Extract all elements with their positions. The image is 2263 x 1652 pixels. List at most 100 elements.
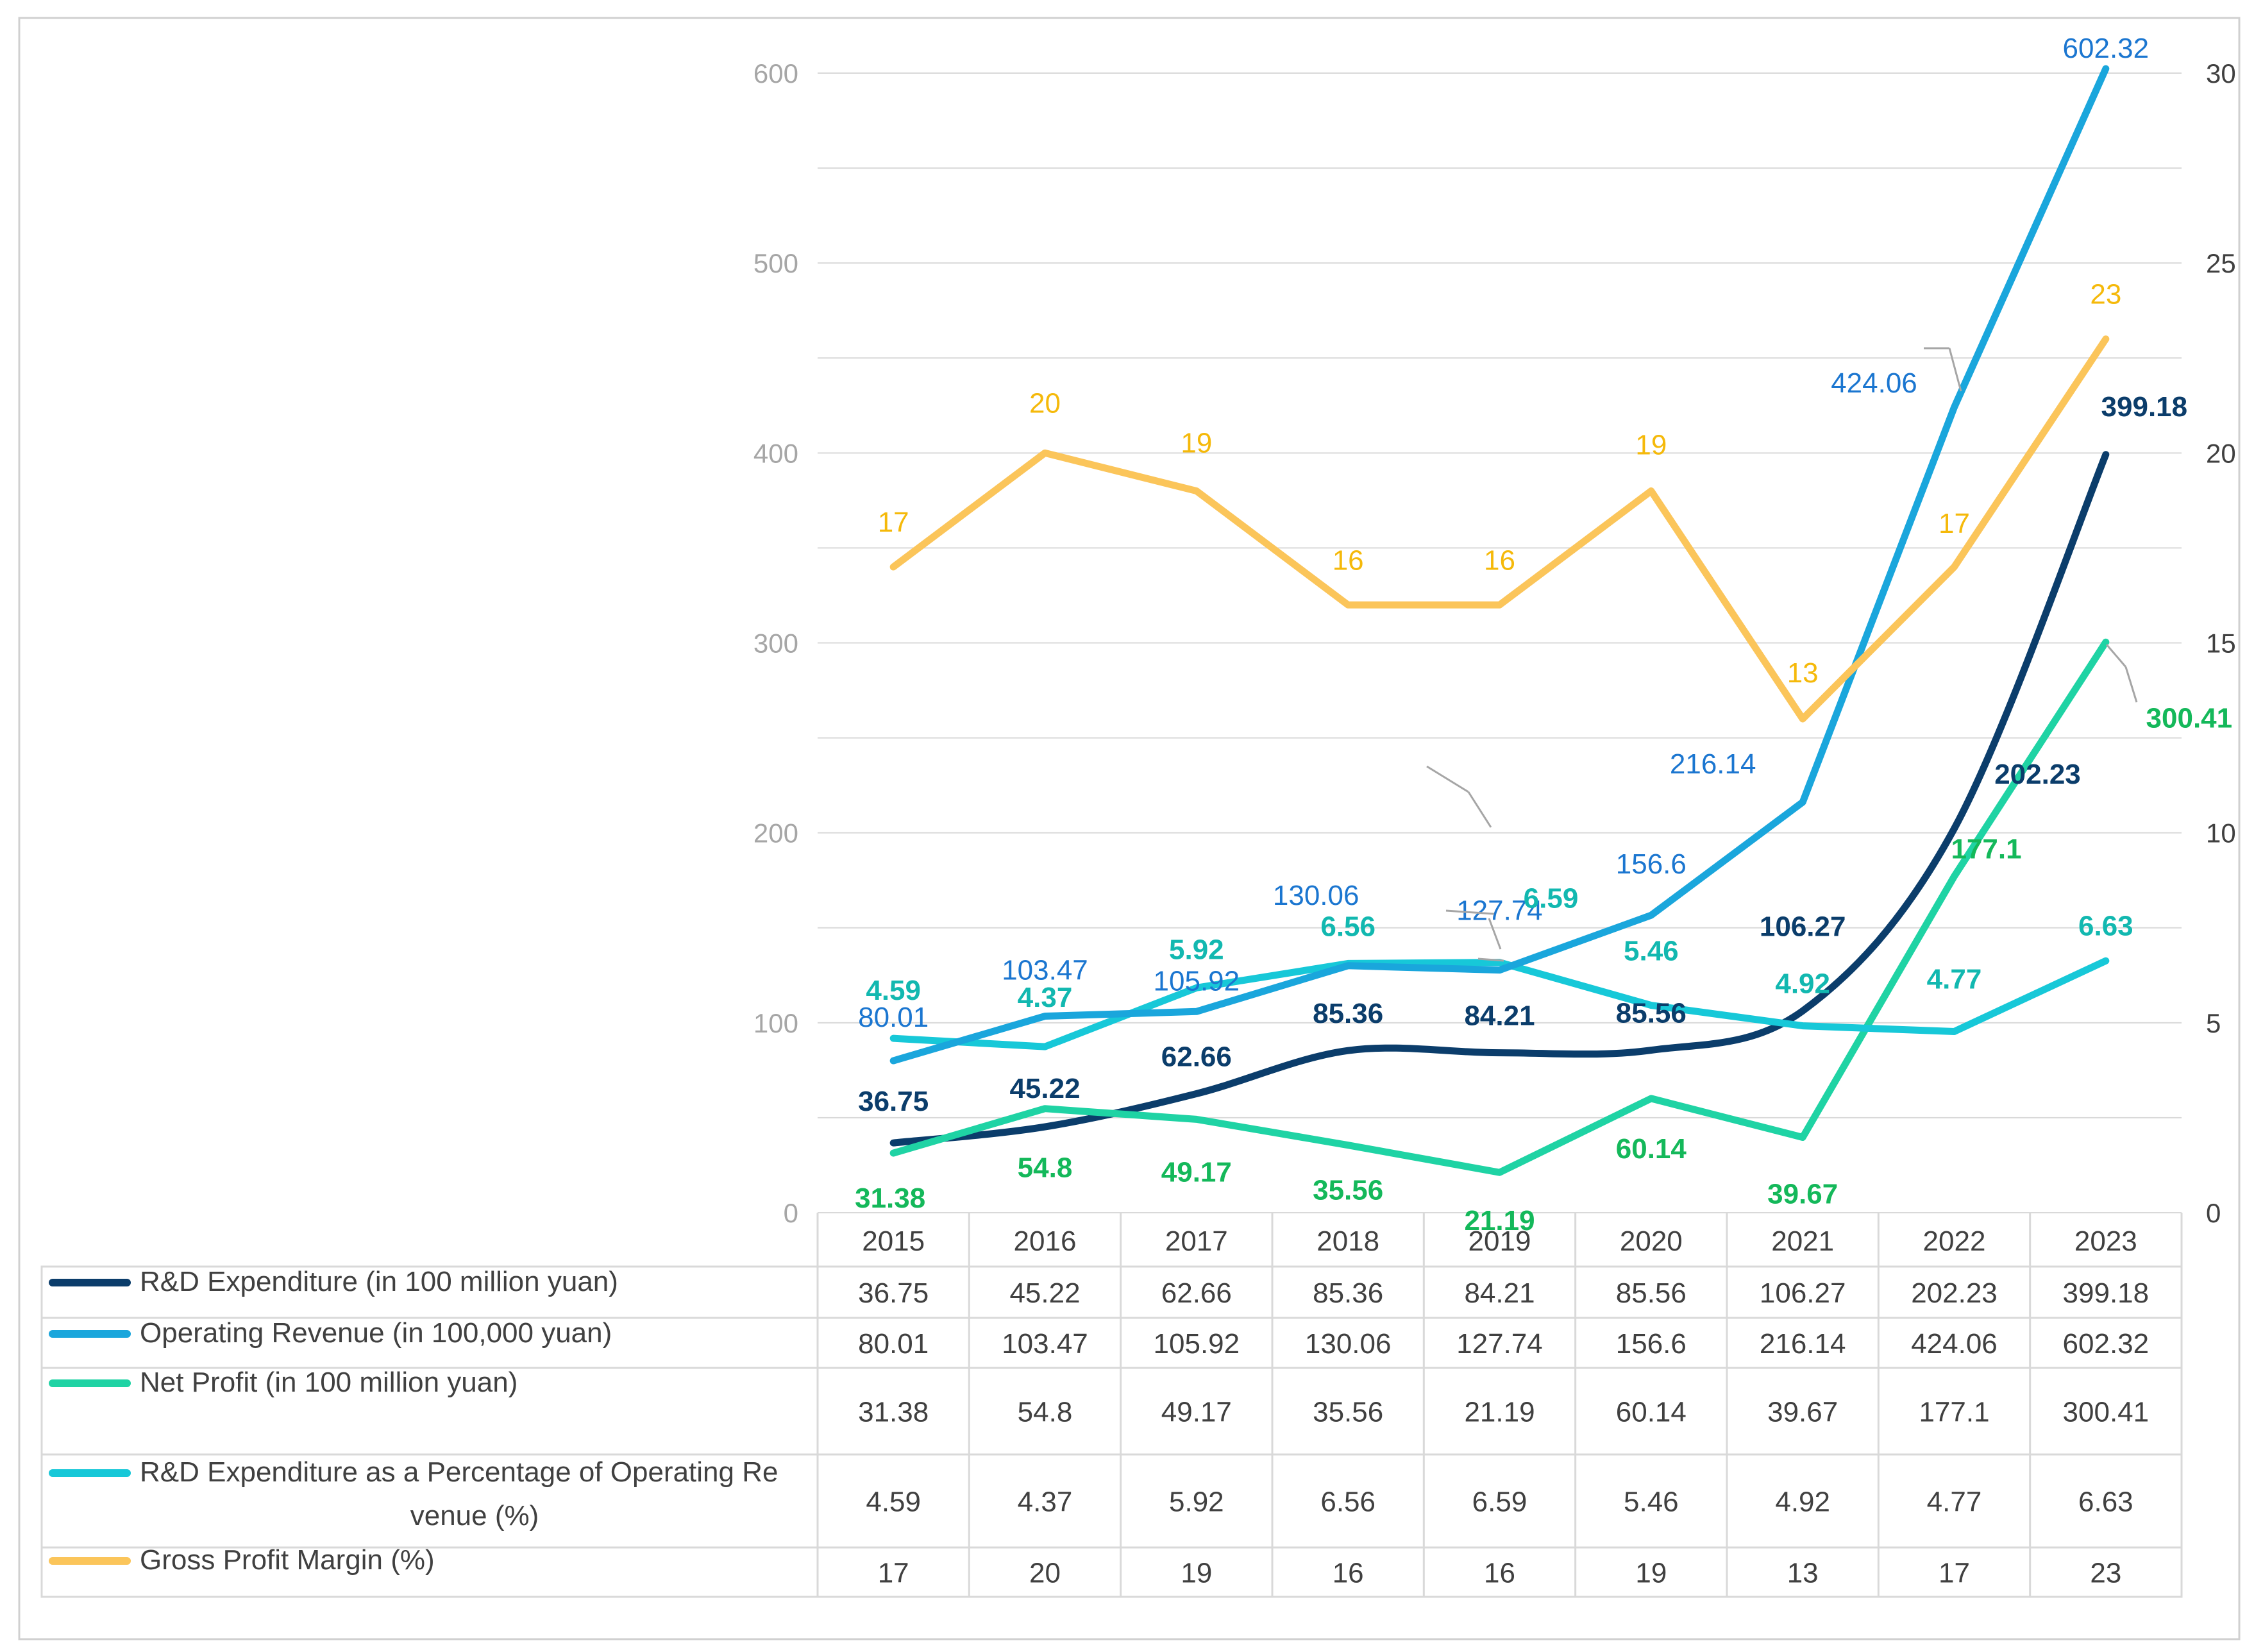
table-cell-value: 85.56 <box>1616 1277 1687 1309</box>
data-label-0: 62.66 <box>1161 1041 1232 1072</box>
data-label-0: 106.27 <box>1760 911 1846 942</box>
leader-line <box>1467 791 1492 828</box>
table-cell-value: 399.18 <box>2063 1277 2149 1309</box>
y-right-tick-label: 5 <box>2206 1008 2221 1038</box>
data-label-0: 85.36 <box>1313 998 1383 1029</box>
series-line-1 <box>889 65 2110 1065</box>
data-label-0: 45.22 <box>1009 1073 1080 1104</box>
legend-name: Operating Revenue (in 100,000 yuan) <box>140 1317 612 1349</box>
data-label-2: 49.17 <box>1161 1156 1232 1188</box>
data-label-3: 6.63 <box>2078 910 2133 941</box>
x-category-label: 2022 <box>1923 1226 1986 1257</box>
data-label-2: 21.19 <box>1464 1205 1535 1236</box>
table-cell-value: 54.8 <box>1018 1397 1073 1428</box>
table-cell-value: 16 <box>1333 1558 1364 1589</box>
table-cell-value: 17 <box>1939 1558 1970 1589</box>
table-cell-value: 602.32 <box>2063 1328 2149 1360</box>
data-label-3: 4.59 <box>866 975 921 1006</box>
table-cell-value: 36.75 <box>858 1277 929 1309</box>
table-cell-value: 6.59 <box>1472 1487 1527 1518</box>
data-label-2: 54.8 <box>1018 1152 1073 1184</box>
data-label-2: 39.67 <box>1767 1179 1838 1210</box>
table-cell-value: 62.66 <box>1161 1277 1232 1309</box>
table-cell-value: 49.17 <box>1161 1397 1232 1428</box>
y-left-tick-label: 500 <box>753 248 798 278</box>
table-cell-value: 23 <box>2090 1558 2121 1589</box>
data-label-3: 6.56 <box>1320 911 1375 942</box>
data-label-4: 13 <box>1787 657 1819 689</box>
data-label-1: 424.06 <box>1831 367 1917 399</box>
y-right-tick-label: 0 <box>2206 1198 2221 1228</box>
table-cell-value: 156.6 <box>1616 1328 1687 1360</box>
y-left-tick-label: 300 <box>753 628 798 659</box>
table-cell-value: 19 <box>1635 1558 1667 1589</box>
table-cell-value: 4.59 <box>866 1487 921 1518</box>
table-cell-value: 31.38 <box>858 1397 929 1428</box>
data-label-3: 4.77 <box>1927 963 1982 995</box>
data-labels: 36.75 45.22 62.66 85.36 84.21 85.56 106.27 202.… <box>855 33 2232 1236</box>
table-cell-value: 45.22 <box>1009 1277 1080 1309</box>
data-label-1: 130.06 <box>1273 880 1359 911</box>
leader-line <box>1445 909 1495 915</box>
table-cell-value: 106.27 <box>1760 1277 1846 1309</box>
x-category-label: 2015 <box>862 1226 925 1257</box>
data-label-2: 177.1 <box>1951 833 2021 864</box>
table-cell-value: 103.47 <box>1002 1328 1088 1360</box>
table-cell-value: 4.37 <box>1018 1487 1073 1518</box>
table-cell-value: 105.92 <box>1154 1328 1240 1360</box>
data-label-4: 16 <box>1484 544 1515 576</box>
chart-frame <box>18 17 2241 1640</box>
leader-line <box>1426 765 1469 793</box>
table-cell-value: 130.06 <box>1305 1328 1392 1360</box>
series-line-4 <box>889 335 2110 723</box>
x-category-label: 2020 <box>1620 1226 1683 1257</box>
table-cell-value: 35.56 <box>1313 1397 1383 1428</box>
x-category-label: 2021 <box>1771 1226 1834 1257</box>
y-right-tick-label: 30 <box>2206 58 2236 88</box>
y-left-tick-label: 0 <box>784 1198 798 1228</box>
data-label-0: 202.23 <box>1994 759 2081 790</box>
data-label-2: 35.56 <box>1313 1175 1383 1206</box>
legend-name: R&D Expenditure (in 100 million yuan) <box>140 1266 618 1297</box>
data-label-2: 60.14 <box>1616 1133 1687 1165</box>
y-right-tick-label: 15 <box>2206 628 2236 659</box>
x-category-label: 2018 <box>1317 1226 1379 1257</box>
table-cell-value: 216.14 <box>1760 1328 1846 1360</box>
table-cell-value: 19 <box>1181 1558 1212 1589</box>
data-label-1: 127.74 <box>1456 895 1543 927</box>
leader-line <box>1488 918 1502 950</box>
x-category-label: 2019 <box>1468 1226 1531 1257</box>
table-cell-value: 16 <box>1484 1558 1515 1589</box>
data-label-3: 5.92 <box>1169 934 1224 965</box>
legend-name-line: venue (%) <box>410 1500 539 1531</box>
series-lines <box>889 65 2110 1176</box>
y-right-tick-label: 25 <box>2206 248 2236 278</box>
table-cell-value: 84.21 <box>1464 1277 1535 1309</box>
table-cell-value: 4.77 <box>1927 1487 1982 1518</box>
table-cell-value: 80.01 <box>858 1328 929 1360</box>
table-cell-value: 5.46 <box>1624 1487 1679 1518</box>
table-cell-value: 6.63 <box>2078 1487 2133 1518</box>
data-label-4: 17 <box>878 507 909 538</box>
data-label-1: 105.92 <box>1154 965 1240 997</box>
data-label-3: 4.92 <box>1775 968 1830 1000</box>
table-cell-value: 21.19 <box>1464 1397 1535 1428</box>
series-line-2 <box>889 638 2110 1176</box>
legend-name: Gross Profit Margin (%) <box>140 1544 435 1576</box>
table-cell-value: 85.36 <box>1313 1277 1383 1309</box>
leader-line <box>2105 644 2127 668</box>
leader-line <box>1477 957 1504 962</box>
data-label-0: 399.18 <box>2101 391 2188 423</box>
data-label-3: 5.46 <box>1624 936 1679 967</box>
leader-line <box>1948 348 1962 392</box>
data-label-0: 85.56 <box>1616 998 1687 1029</box>
table-cell-value: 60.14 <box>1616 1397 1687 1428</box>
y-right-tick-label: 10 <box>2206 818 2236 848</box>
y-left-tick-label: 600 <box>753 58 798 88</box>
legend-name: Net Profit (in 100 million yuan) <box>140 1367 517 1398</box>
series-line-3 <box>889 957 2110 1050</box>
y-left-tick-label: 400 <box>753 438 798 468</box>
table-cell-value: 300.41 <box>2063 1397 2149 1428</box>
data-label-4: 23 <box>2090 279 2121 310</box>
